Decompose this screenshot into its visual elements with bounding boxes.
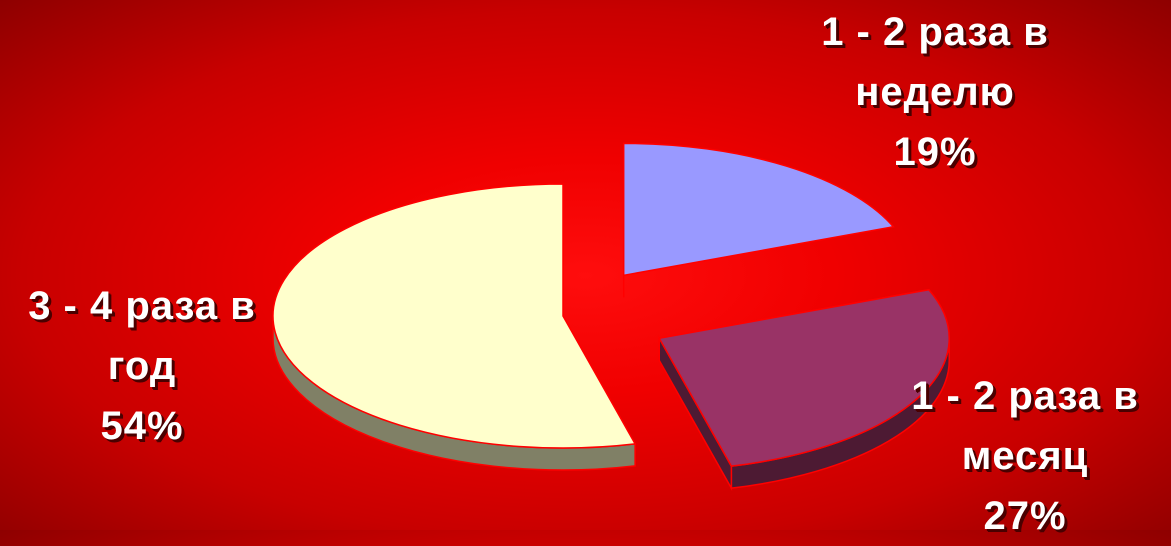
label-yearly-line-1: 3 - 4 раза в <box>28 284 256 328</box>
label-yearly: 3 - 4 раза в год 54% <box>2 276 282 456</box>
label-yearly-line-2: год <box>107 344 177 388</box>
label-weekly-percent: 19% <box>893 130 977 174</box>
label-weekly: 1 - 2 раза в неделю 19% <box>790 2 1080 182</box>
slice-yearly-top <box>272 183 637 449</box>
slice-monthly-top <box>658 288 950 467</box>
label-weekly-line-1: 1 - 2 раза в <box>821 10 1049 54</box>
slice-weekly-top <box>622 142 895 277</box>
label-monthly-percent: 27% <box>983 494 1067 538</box>
label-weekly-line-2: неделю <box>855 70 1015 114</box>
pie-chart <box>272 142 950 492</box>
label-yearly-percent: 54% <box>100 404 184 448</box>
label-monthly-line-1: 1 - 2 раза в <box>911 374 1139 418</box>
label-monthly: 1 - 2 раза в месяц 27% <box>880 366 1170 546</box>
label-monthly-line-2: месяц <box>961 434 1089 478</box>
pie-slice-tops <box>272 142 950 467</box>
